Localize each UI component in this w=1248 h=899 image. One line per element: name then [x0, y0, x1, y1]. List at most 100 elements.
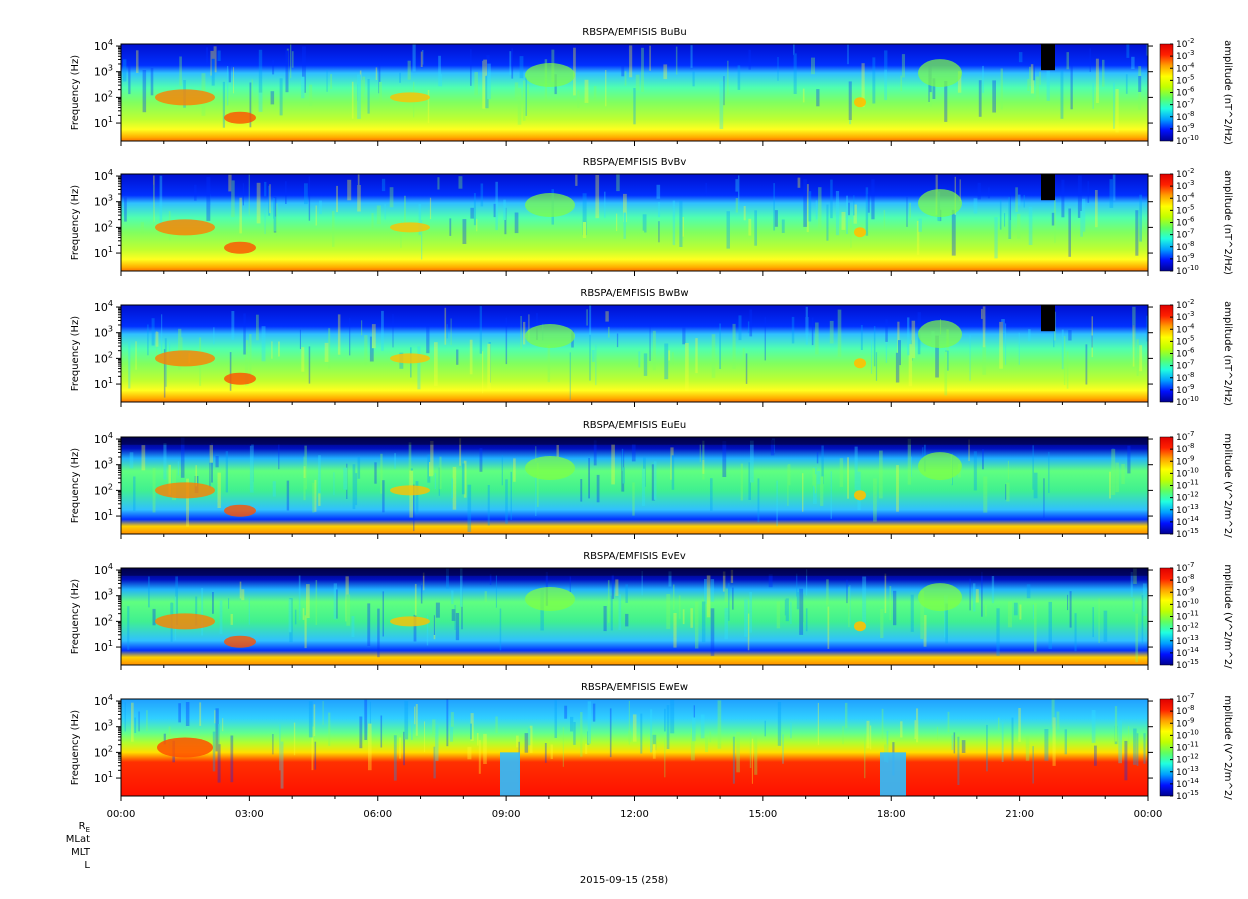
x-tick-label: 00:00: [107, 809, 136, 820]
spectrogram-features: [155, 305, 1055, 385]
panel-4: RBSPA/EMFISIS EuEu Frequency (Hz) 101 102 10…: [70, 420, 1233, 540]
y-axis-label: Frequency (Hz): [70, 448, 81, 524]
x-tick-label: 21:00: [1005, 809, 1034, 820]
spectrogram-features: [155, 174, 1055, 254]
colorbar-label: amplitude (nT^2/Hz): [1222, 40, 1233, 145]
y-tick-label: 102: [94, 482, 113, 497]
colorbar-tick-label: 10-6: [1176, 86, 1195, 99]
y-tick-label: 101: [94, 376, 113, 391]
y-tick-label: 101: [94, 245, 113, 260]
colorbar-tick-label: 10-10: [1176, 395, 1199, 408]
y-tick-label: 103: [94, 194, 113, 209]
y-tick-label: 101: [94, 639, 113, 654]
spectrogram-image: [121, 568, 1148, 665]
colorbar-tick-label: 10-12: [1176, 622, 1199, 635]
colorbar-tick-label: 10-5: [1176, 73, 1194, 86]
colorbar-tick-label: 10-11: [1176, 610, 1199, 623]
colorbar-label: amplitude (nT^2/Hz): [1222, 170, 1233, 275]
y-tick-label: 104: [94, 693, 113, 708]
colorbar-label: mplitude (V^2/m^2/: [1222, 433, 1233, 538]
colorbar-tick-label: 10-8: [1176, 371, 1194, 384]
colorbar-tick-label: 10-8: [1176, 704, 1194, 717]
colorbar-tick-label: 10-8: [1176, 573, 1194, 586]
spectrogram-image: [121, 699, 1148, 796]
colorbar-tick-label: 10-7: [1176, 228, 1194, 241]
y-tick-label: 104: [94, 431, 113, 446]
y-tick-label: 104: [94, 168, 113, 183]
y-tick-label: 103: [94, 457, 113, 472]
y-tick-label: 101: [94, 115, 113, 130]
colorbar-tick-label: 10-10: [1176, 597, 1199, 610]
spectrogram-features: [121, 568, 1148, 648]
panel-title: RBSPA/EMFISIS EuEu: [583, 420, 686, 431]
colorbar-tick-label: 10-7: [1176, 359, 1194, 372]
spectrogram-image: [121, 305, 1148, 402]
colorbar-tick-label: 10-7: [1176, 561, 1194, 574]
colorbar-tick-label: 10-9: [1176, 585, 1194, 598]
colorbar-tick-label: 10-15: [1176, 658, 1199, 671]
y-tick-label: 102: [94, 613, 113, 628]
colorbar-tick-label: 10-10: [1176, 466, 1199, 479]
y-tick-label: 103: [94, 588, 113, 603]
spectrogram-image: [121, 437, 1148, 534]
colorbar-tick-label: 10-8: [1176, 442, 1194, 455]
colorbar-tick-label: 10-8: [1176, 110, 1194, 123]
spectrogram-image: [121, 44, 1148, 141]
spectrogram-features: [155, 44, 1055, 124]
y-tick-label: 102: [94, 744, 113, 759]
y-axis-label: Frequency (Hz): [70, 316, 81, 392]
panel-1: RBSPA/EMFISIS BuBu Frequency (Hz) 101 102 10…: [70, 27, 1233, 147]
colorbar-tick-label: 10-15: [1176, 789, 1199, 802]
y-tick-label: 104: [94, 299, 113, 314]
colorbar-tick-label: 10-10: [1176, 134, 1199, 147]
colorbar-tick-label: 10-9: [1176, 454, 1194, 467]
spectrogram-texture: [129, 437, 1131, 532]
colorbar-tick-label: 10-5: [1176, 334, 1194, 347]
colorbar-label: mplitude (V^2/m^2/: [1222, 564, 1233, 669]
colorbar-tick-label: 10-4: [1176, 61, 1195, 74]
colorbar-tick-label: 10-7: [1176, 98, 1194, 111]
x-tick-label: 15:00: [748, 809, 777, 820]
colorbar-tick-label: 10-8: [1176, 240, 1194, 253]
y-tick-label: 102: [94, 89, 113, 104]
colorbar-tick-label: 10-5: [1176, 203, 1194, 216]
colorbar-tick-label: 10-14: [1176, 777, 1199, 790]
colorbar-tick-label: 10-13: [1176, 634, 1199, 647]
x-tick-label: 09:00: [492, 809, 521, 820]
panel-title: RBSPA/EMFISIS BwBw: [580, 288, 688, 299]
colorbar-tick-label: 10-9: [1176, 252, 1194, 265]
colorbar-tick-label: 10-3: [1176, 179, 1194, 192]
colorbar-tick-label: 10-9: [1176, 716, 1194, 729]
panel-title: RBSPA/EMFISIS BvBv: [583, 157, 687, 168]
spectrogram-texture: [124, 699, 1146, 790]
y-tick-label: 103: [94, 64, 113, 79]
colorbar-tick-label: 10-15: [1176, 527, 1199, 540]
spectrogram-texture: [122, 44, 1149, 133]
panel-6: RBSPA/EMFISIS EwEw Frequency (Hz) 101 102 10…: [70, 682, 1233, 802]
y-axis-label: Frequency (Hz): [70, 579, 81, 655]
colorbar-tick-label: 10-7: [1176, 430, 1194, 443]
panel-2: RBSPA/EMFISIS BvBv Frequency (Hz) 101 102 10…: [70, 157, 1233, 277]
colorbar-tick-label: 10-9: [1176, 383, 1194, 396]
spectrogram-texture: [124, 174, 1142, 260]
colorbar-tick-label: 10-14: [1176, 515, 1199, 528]
spectrogram-features: [121, 437, 1148, 517]
y-axis-label: Frequency (Hz): [70, 185, 81, 261]
y-tick-label: 101: [94, 770, 113, 785]
colorbar-tick-label: 10-13: [1176, 765, 1199, 778]
colorbar-tick-label: 10-7: [1176, 692, 1194, 705]
colorbar-tick-label: 10-11: [1176, 741, 1199, 754]
panel-title: RBSPA/EMFISIS EwEw: [581, 682, 688, 693]
x-tick-label: 18:00: [877, 809, 906, 820]
colorbar-tick-label: 10-13: [1176, 503, 1199, 516]
spectrogram-features: [157, 737, 906, 796]
y-tick-label: 104: [94, 562, 113, 577]
colorbar-tick-label: 10-14: [1176, 646, 1199, 659]
x-tick-label: 06:00: [363, 809, 392, 820]
colorbar-tick-label: 10-6: [1176, 347, 1195, 360]
y-tick-label: 102: [94, 350, 113, 365]
colorbar-label: mplitude (V^2/m^2/: [1222, 695, 1233, 800]
colorbar-tick-label: 10-12: [1176, 491, 1199, 504]
colorbar-tick-label: 10-2: [1176, 167, 1194, 180]
